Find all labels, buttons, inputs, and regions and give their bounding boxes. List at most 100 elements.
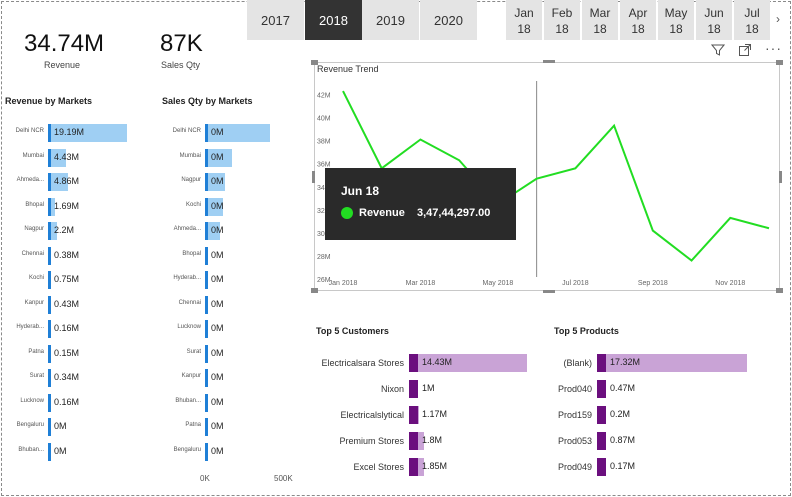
bar-row[interactable]: Patna 0M <box>185 416 270 438</box>
bar-row[interactable]: Prod053 0.87M <box>558 430 747 452</box>
data-label: 1.85M <box>422 461 448 471</box>
resize-handle[interactable] <box>543 290 555 293</box>
x-tick-label: Jan 2018 <box>329 280 358 287</box>
bar-row[interactable]: Surat 0.34M <box>30 367 127 389</box>
bar[interactable] <box>205 222 220 240</box>
bar-row[interactable]: Hyderab... 0M <box>173 269 270 291</box>
bar[interactable] <box>409 354 527 372</box>
bar-highlight <box>597 458 606 476</box>
bar-row[interactable]: (Blank) 17.32M <box>563 352 747 374</box>
bar-row[interactable]: Chennai 0M <box>179 294 270 316</box>
bar-row[interactable]: Patna 0.15M <box>28 343 127 365</box>
bar-row[interactable]: Nagpur 2.2M <box>24 220 127 242</box>
bar[interactable] <box>597 354 747 372</box>
bar-row[interactable]: Ahmeda... 0M <box>174 220 270 242</box>
bar-row[interactable]: Nagpur 0M <box>181 171 270 193</box>
bar-row[interactable]: Lucknow 0M <box>177 318 270 340</box>
month-button[interactable]: Jan 18 <box>506 0 542 40</box>
bar-row[interactable]: Hyderab... 0.16M <box>16 318 127 340</box>
bar-row[interactable]: Prod040 0.47M <box>558 378 747 400</box>
bar-row[interactable]: Kochi 0M <box>186 196 270 218</box>
year-button-2018[interactable]: 2018 <box>305 0 362 40</box>
bar-row[interactable]: Ahmeda... 4.86M <box>17 171 127 193</box>
month-button[interactable]: Feb 18 <box>544 0 580 40</box>
resize-handle[interactable] <box>779 171 782 183</box>
bar-row[interactable]: Surat 0M <box>187 343 270 365</box>
resize-handle[interactable] <box>776 60 783 65</box>
month-button[interactable]: Mar 18 <box>582 0 618 40</box>
year-button-2019[interactable]: 2019 <box>362 0 419 40</box>
year-button-2017[interactable]: 2017 <box>247 0 304 40</box>
bar-row[interactable]: Prod159 0.2M <box>558 404 747 426</box>
bar[interactable] <box>48 124 127 142</box>
data-label: 0.17M <box>610 461 636 471</box>
bar-row[interactable]: Nixon 1M <box>381 378 527 400</box>
revenue-trend-chart[interactable]: 26M 28M 30M 32M 34M 36M 38M 40M 42M Jan 2018 Mar 2… <box>315 63 779 290</box>
month-button[interactable]: Jun 18 <box>696 0 732 40</box>
bar-row[interactable]: Chennai 0.38M <box>22 245 127 267</box>
bar-row[interactable]: Bhopal 0M <box>182 245 270 267</box>
bar[interactable] <box>48 173 68 191</box>
resize-handle[interactable] <box>543 60 555 63</box>
bar[interactable] <box>205 173 225 191</box>
bar-row[interactable]: Kanpur 0.43M <box>25 294 127 316</box>
bar[interactable] <box>48 197 55 216</box>
bar-row[interactable]: Kanpur 0M <box>182 367 270 389</box>
bar-row[interactable]: Bengaluru 0M <box>17 416 127 438</box>
bar-highlight <box>597 406 606 424</box>
bar-row[interactable]: Bhuban... 0M <box>18 441 127 463</box>
bar-row[interactable]: Premium Stores 1.8M <box>339 430 527 452</box>
bar-row[interactable]: Mumbai 4.43M <box>23 147 127 169</box>
top-customers-title: Top 5 Customers <box>316 326 389 336</box>
resize-handle[interactable] <box>311 60 318 65</box>
bar[interactable] <box>205 124 270 142</box>
chevron-right-icon[interactable]: › <box>776 12 780 26</box>
bar[interactable] <box>205 197 223 216</box>
filter-icon[interactable] <box>711 43 725 57</box>
bar-row[interactable]: Kochi 0.75M <box>29 269 127 291</box>
tooltip-title: Jun 18 <box>341 184 380 198</box>
sales-qty-by-markets-chart: Delhi NCR 0M Mumbai 0M Nagpur 0M Kochi 0M Ahmeda… <box>173 122 285 472</box>
bar[interactable] <box>48 148 67 167</box>
revenue-trend-title: Revenue Trend <box>317 64 379 74</box>
bar-row[interactable]: Electricalsara Stores 14.43M <box>321 352 527 374</box>
bar-row[interactable]: Bhopal 1.69M <box>25 196 127 218</box>
bar-row[interactable]: Mumbai 0M <box>180 147 270 169</box>
month-button[interactable]: May 18 <box>658 0 694 40</box>
bar-row[interactable]: Prod049 0.17M <box>558 456 747 478</box>
category-label: Nagpur <box>24 226 44 232</box>
resize-handle[interactable] <box>776 288 783 293</box>
sales-qty-by-markets-title: Sales Qty by Markets <box>162 96 253 106</box>
bar-highlight <box>205 442 208 461</box>
bar-row[interactable]: Lucknow 0.16M <box>20 392 127 414</box>
more-options-icon[interactable]: ··· <box>765 40 782 56</box>
bar-row[interactable]: Electricalslytical 1.17M <box>340 404 527 426</box>
category-label: Lucknow <box>177 324 201 330</box>
year-button-2020[interactable]: 2020 <box>420 0 477 40</box>
focus-mode-icon[interactable] <box>738 43 752 57</box>
bar-highlight <box>597 380 606 398</box>
revenue-series-line[interactable] <box>342 90 770 262</box>
bar[interactable] <box>48 222 58 240</box>
bar[interactable] <box>205 148 233 167</box>
bar-row[interactable]: Bengaluru 0M <box>174 441 270 463</box>
bar-highlight <box>205 320 208 338</box>
resize-handle[interactable] <box>312 171 315 183</box>
bar-highlight <box>48 344 51 363</box>
data-label: 1.8M <box>422 435 443 445</box>
y-tick-label: 38M <box>317 139 331 146</box>
data-label: 1.69M <box>54 200 80 211</box>
bar-row[interactable]: Delhi NCR 19.19M <box>16 122 127 144</box>
month-button[interactable]: Jul 18 <box>734 0 770 40</box>
revenue-kpi-value: 34.74M <box>24 30 105 57</box>
bar-row[interactable]: Excel Stores 1.85M <box>353 456 527 478</box>
bar-highlight <box>205 393 208 412</box>
bar-highlight <box>48 442 51 461</box>
month-button[interactable]: Apr 18 <box>620 0 656 40</box>
bar-row[interactable]: Bhuban... 0M <box>175 392 270 414</box>
resize-handle[interactable] <box>311 288 318 293</box>
y-tick-label: 36M <box>317 162 331 169</box>
data-label: 0.43M <box>54 298 80 309</box>
bar-highlight <box>409 406 418 424</box>
bar-row[interactable]: Delhi NCR 0M <box>173 122 270 144</box>
